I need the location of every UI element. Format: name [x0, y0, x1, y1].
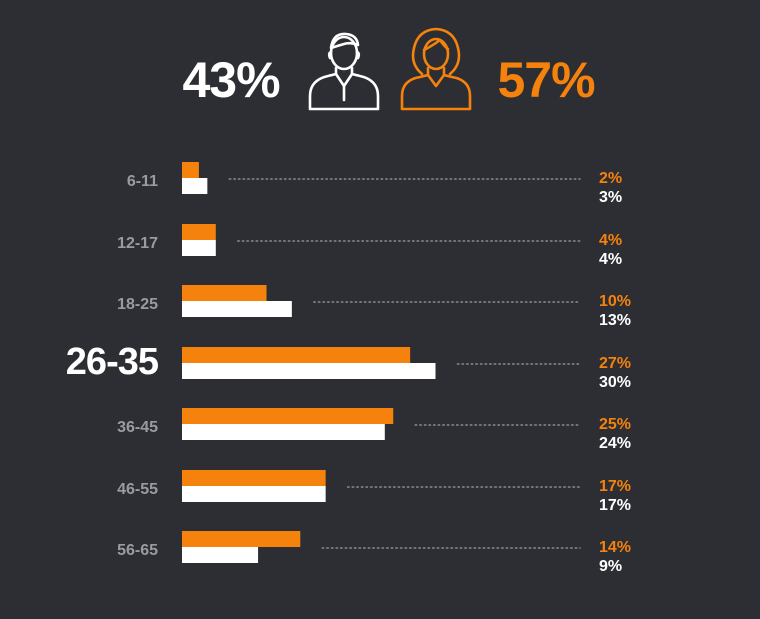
female-percentage: 57%: [497, 52, 595, 108]
bar-male: [182, 363, 436, 379]
value-label-male: 13%: [599, 312, 631, 329]
bar-male: [182, 486, 326, 502]
age-category-label: 26-35: [66, 341, 159, 383]
value-label-female: 25%: [599, 416, 631, 433]
bar-female: [182, 224, 216, 240]
bar-male: [182, 240, 216, 256]
chart-marks: 6-11 2% 3% 12-17 4% 4% 18-25 10% 13% 26-35 27% 30% 3…: [66, 162, 631, 575]
age-category-label: 6-11: [127, 173, 158, 190]
value-label-female: 4%: [599, 232, 622, 249]
man-avatar-icon: [308, 32, 380, 111]
bar-female: [182, 531, 301, 547]
age-category-label: 36-45: [117, 419, 158, 436]
value-label-male: 3%: [599, 189, 622, 206]
male-percentage: 43%: [182, 52, 280, 108]
bar-female: [182, 285, 267, 301]
bar-male: [182, 178, 208, 194]
bar-female: [182, 470, 326, 486]
age-category-label: 12-17: [117, 235, 158, 252]
age-category-label: 46-55: [117, 481, 158, 498]
value-label-female: 10%: [599, 293, 631, 310]
bar-male: [182, 547, 259, 563]
value-label-male: 30%: [599, 374, 631, 391]
value-label-male: 24%: [599, 435, 631, 452]
value-label-female: 27%: [599, 355, 631, 372]
value-label-male: 9%: [599, 558, 622, 575]
value-label-female: 2%: [599, 170, 622, 187]
value-label-male: 17%: [599, 497, 631, 514]
value-label-male: 4%: [599, 251, 622, 268]
bar-male: [182, 301, 292, 317]
bar-male: [182, 424, 385, 440]
value-label-female: 17%: [599, 478, 631, 495]
bar-female: [182, 347, 411, 363]
age-category-label: 56-65: [117, 542, 158, 559]
bar-female: [182, 162, 199, 178]
value-label-female: 14%: [599, 539, 631, 556]
age-category-label: 18-25: [117, 296, 158, 313]
woman-avatar-icon: [400, 27, 472, 111]
bar-female: [182, 408, 394, 424]
